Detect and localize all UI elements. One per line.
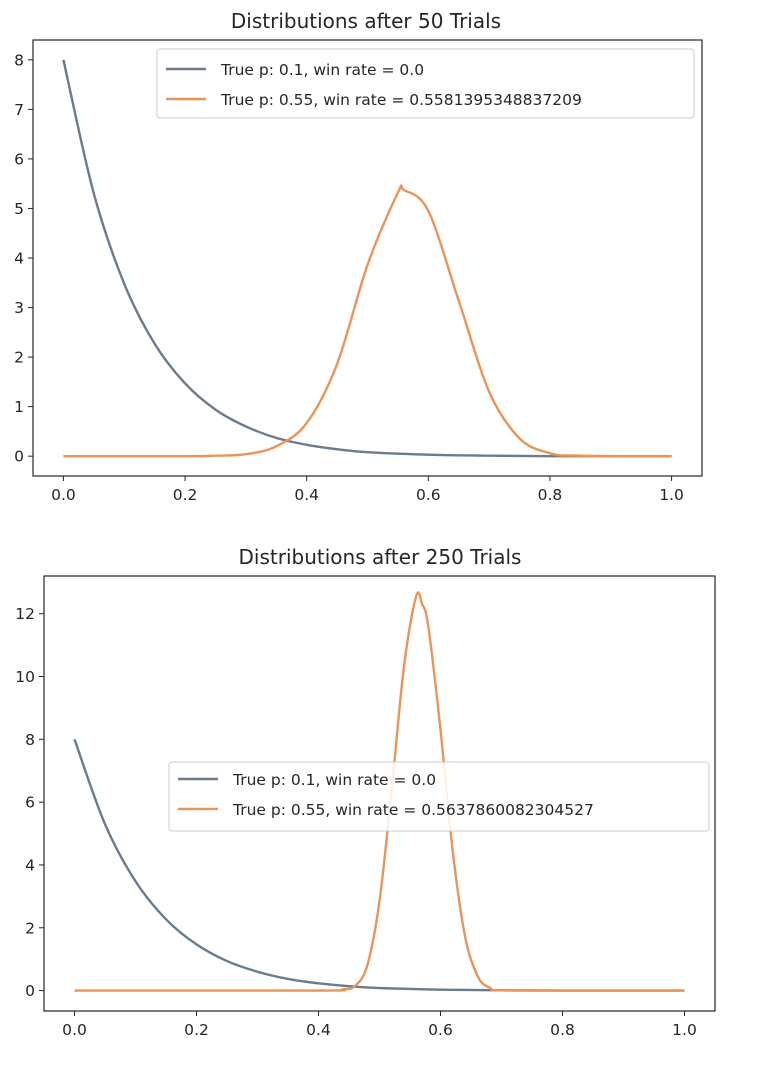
x-tick-label: 0.4	[306, 1021, 331, 1039]
series-lines	[62, 59, 672, 458]
legend-frame	[168, 761, 710, 832]
y-tick-label: 6	[25, 794, 35, 812]
y-tick-label: 8	[14, 51, 24, 69]
y-tick-label: 0	[14, 448, 24, 466]
y-tick-label: 2	[14, 349, 24, 367]
x-tick-label: 1.0	[672, 1021, 697, 1039]
axis-ticks: 0.0 0.2 0.4 0.6 0.8 1.0 0 1 2 3 4 5 6 7 8	[14, 51, 684, 504]
series-line-2	[74, 591, 685, 992]
chart-panel-1: Distributions after 50 Trials 0.0 0.2 0.4 0…	[14, 9, 703, 504]
chart-title: Distributions after 250 Trials	[239, 545, 522, 569]
y-tick-label: 0	[25, 982, 35, 1000]
x-tick-label: 0.0	[51, 486, 76, 504]
x-tick-label: 0.6	[416, 486, 441, 504]
x-tick-label: 1.0	[659, 486, 684, 504]
y-tick-label: 2	[25, 919, 35, 937]
y-tick-label: 5	[14, 200, 24, 218]
x-tick-label: 0.6	[428, 1021, 453, 1039]
legend-frame	[156, 48, 695, 119]
y-tick-label: 7	[14, 101, 24, 119]
x-tick-label: 0.8	[550, 1021, 575, 1039]
series-line-2	[63, 184, 672, 458]
legend-entry: True p: 0.55, win rate = 0.5581395348837…	[220, 91, 582, 109]
y-tick-label: 3	[14, 299, 24, 317]
legend-entry: True p: 0.1, win rate = 0.0	[220, 61, 424, 79]
y-tick-label: 12	[15, 605, 35, 623]
legend-entry: True p: 0.55, win rate = 0.5637860082304…	[232, 801, 594, 819]
x-tick-label: 0.2	[173, 486, 198, 504]
series-line-1	[62, 59, 672, 458]
legend: True p: 0.1, win rate = 0.0 True p: 0.55…	[168, 761, 710, 832]
y-tick-label: 4	[25, 856, 35, 874]
chart-panel-2: Distributions after 250 Trials 0.0 0.2 0.4…	[15, 545, 716, 1039]
axis-ticks: 0.0 0.2 0.4 0.6 0.8 1.0 0 2 4 6 8 10 12	[15, 605, 697, 1039]
x-tick-label: 0.8	[538, 486, 563, 504]
series-lines	[73, 591, 685, 992]
x-tick-label: 0.4	[294, 486, 319, 504]
y-tick-label: 6	[14, 150, 24, 168]
x-tick-label: 0.0	[62, 1021, 87, 1039]
y-tick-label: 8	[25, 731, 35, 749]
chart-title: Distributions after 50 Trials	[231, 9, 501, 33]
legend: True p: 0.1, win rate = 0.0 True p: 0.55…	[156, 48, 695, 119]
y-tick-label: 4	[14, 250, 24, 268]
x-tick-label: 0.2	[184, 1021, 209, 1039]
y-tick-label: 1	[14, 398, 24, 416]
legend-entry: True p: 0.1, win rate = 0.0	[232, 771, 436, 789]
y-tick-label: 10	[15, 668, 35, 686]
